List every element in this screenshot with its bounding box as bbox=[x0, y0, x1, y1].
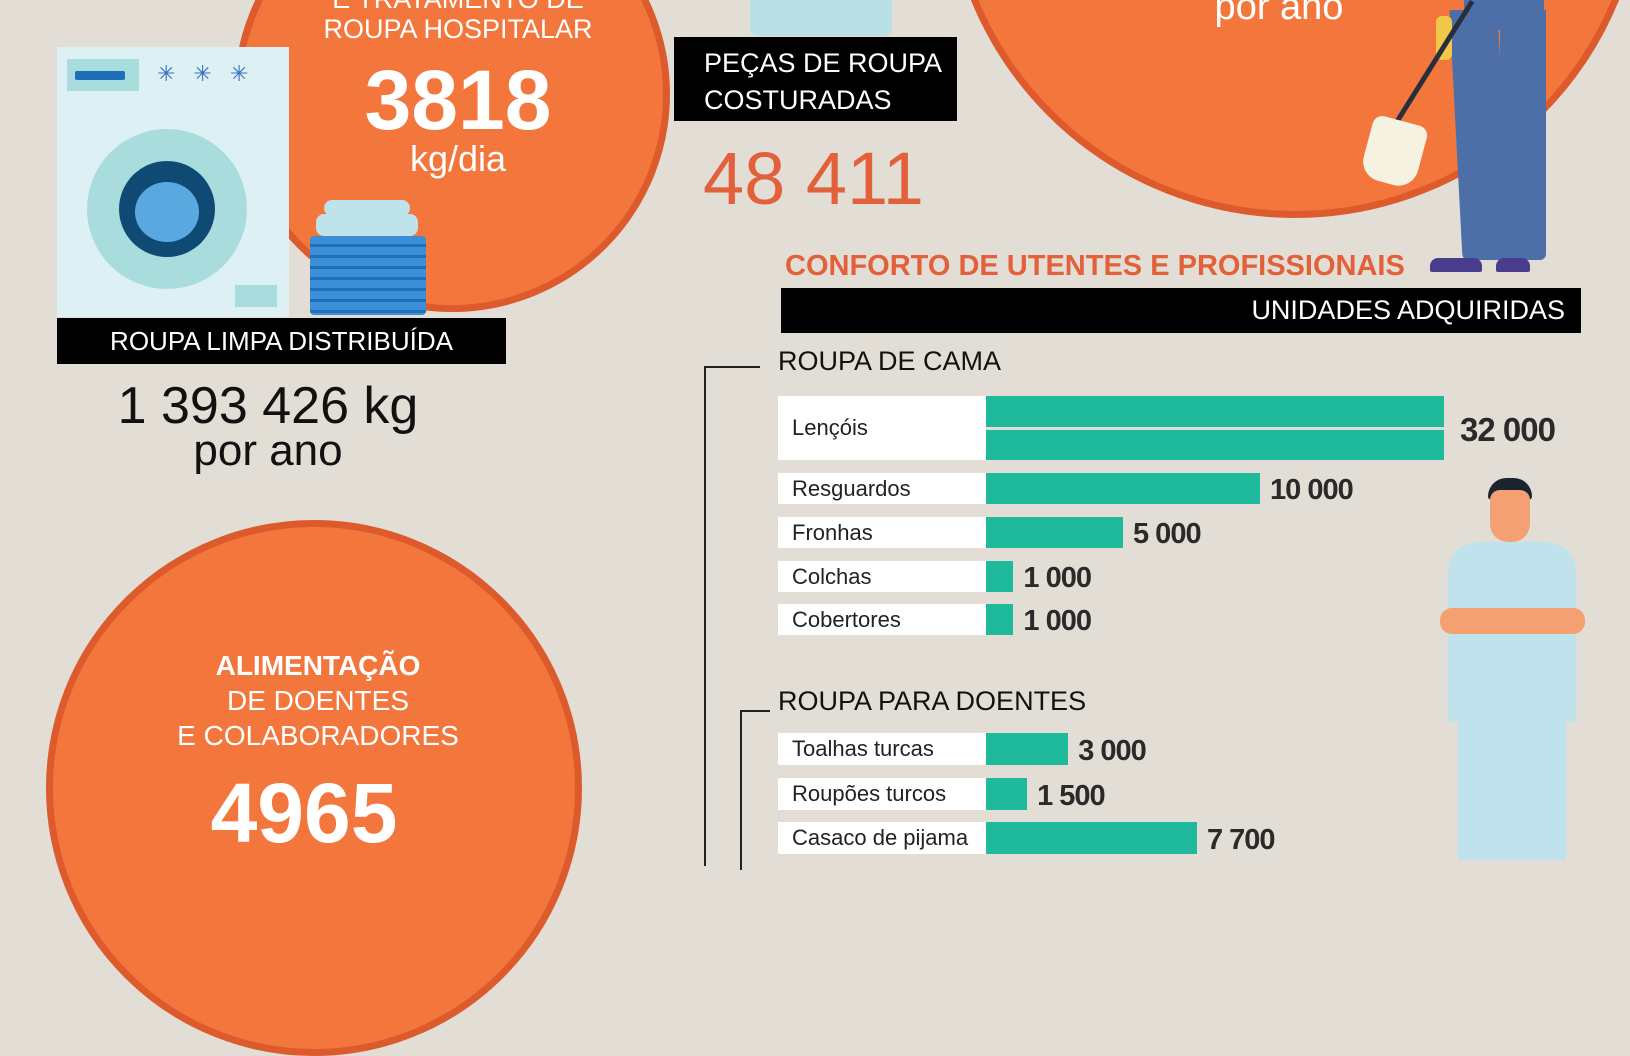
comfort-subtitle-bar: UNIDADES ADQUIRIDAS bbox=[781, 288, 1581, 333]
clean-clothes-label-text: ROUPA LIMPA DISTRIBUÍDA bbox=[110, 325, 453, 356]
bar-label: Casaco de pijama bbox=[778, 822, 986, 854]
sewn-label-line2: COSTURADAS bbox=[704, 85, 892, 115]
bar-label: Lençóis bbox=[778, 396, 986, 460]
bar-label: Resguardos bbox=[778, 473, 986, 504]
bar-label: Roupões turcos bbox=[778, 778, 986, 810]
food-line1: ALIMENTAÇÃO bbox=[215, 650, 421, 681]
group-heading: ROUPA DE CAMA bbox=[778, 346, 1002, 376]
food-value: 4965 bbox=[210, 766, 398, 860]
bar-value-label: 32 000 bbox=[1460, 411, 1556, 448]
sewn-label-line1: PEÇAS DE ROUPA bbox=[704, 48, 943, 78]
food-line2: DE DOENTES bbox=[226, 685, 410, 716]
bar-label: Colchas bbox=[778, 561, 986, 592]
bar bbox=[986, 396, 1444, 427]
cleaner-person-icon bbox=[1358, 0, 1580, 290]
clean-clothes-label: ROUPA LIMPA DISTRIBUÍDA bbox=[57, 318, 506, 364]
bar bbox=[986, 822, 1197, 854]
bar bbox=[986, 517, 1123, 548]
bar-label: Fronhas bbox=[778, 517, 986, 548]
bar-label: Toalhas turcas bbox=[778, 733, 986, 765]
bar-label: Cobertores bbox=[778, 604, 986, 635]
laundry-title-line2: ROUPA HOSPITALAR bbox=[323, 14, 593, 44]
sewing-item-icon bbox=[750, 0, 892, 36]
bar bbox=[986, 429, 1444, 460]
bar-value-label: 5 000 bbox=[1133, 518, 1202, 550]
nurse-person-icon bbox=[1440, 478, 1585, 860]
cleaning-unit: por ano bbox=[1214, 0, 1344, 28]
group-heading: ROUPA PARA DOENTES bbox=[778, 686, 1087, 716]
laundry-unit: kg/dia bbox=[409, 138, 507, 179]
bar-value-label: 1 500 bbox=[1037, 779, 1106, 812]
laundry-value: 3818 bbox=[364, 53, 552, 147]
bracket-bed-horizontal bbox=[704, 366, 760, 368]
food-line3: E COLABORADORES bbox=[177, 720, 459, 751]
bar-value-label: 3 000 bbox=[1078, 734, 1147, 767]
bracket-bed-vertical bbox=[704, 366, 706, 866]
bar bbox=[986, 561, 1014, 592]
laundry-title-line1: E TRATAMENTO DE bbox=[332, 0, 584, 15]
bar-value-label: 7 700 bbox=[1206, 823, 1276, 856]
comfort-title: CONFORTO DE UTENTES E PROFISSIONAIS bbox=[785, 250, 1405, 282]
comfort-subtitle: UNIDADES ADQUIRIDAS bbox=[1251, 295, 1565, 325]
bracket-patient-vertical bbox=[740, 710, 742, 870]
bar bbox=[986, 604, 1014, 635]
sewn-clothes-label: PEÇAS DE ROUPA COSTURADAS bbox=[674, 37, 957, 121]
bar bbox=[986, 778, 1028, 810]
clean-clothes-value: 1 393 426 kg bbox=[117, 377, 419, 435]
bar bbox=[986, 473, 1260, 504]
clean-clothes-unit: por ano bbox=[193, 426, 343, 475]
bracket-patient-horizontal bbox=[740, 710, 770, 712]
washing-machine-icon: ✳✳✳ bbox=[57, 47, 289, 317]
sewn-clothes-value: 48 411 bbox=[703, 137, 924, 220]
bar-value-label: 10 000 bbox=[1270, 474, 1354, 506]
bar bbox=[986, 733, 1069, 765]
bar-value-label: 1 000 bbox=[1023, 605, 1092, 637]
laundry-basket-icon bbox=[310, 200, 426, 315]
bar-value-label: 1 000 bbox=[1023, 562, 1092, 594]
